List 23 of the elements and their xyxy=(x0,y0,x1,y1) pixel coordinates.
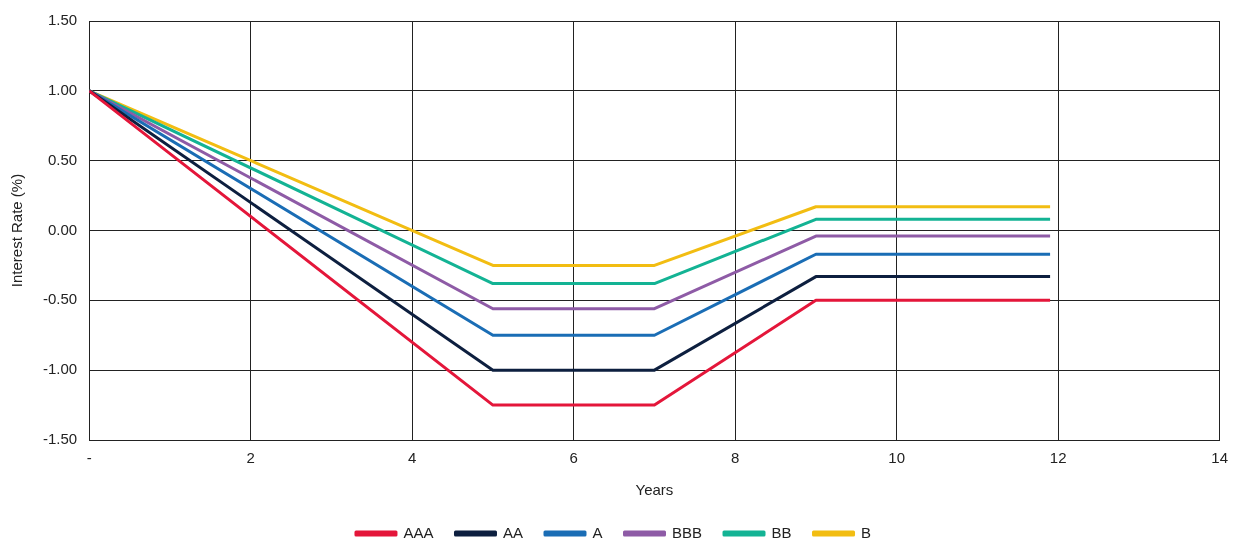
legend-label: BBB xyxy=(672,523,703,541)
y-tick-label: -1.50 xyxy=(42,430,78,448)
x-tick-label: 14 xyxy=(1211,449,1228,467)
legend-label: A xyxy=(592,523,603,541)
x-tick-label: 12 xyxy=(1049,449,1067,467)
x-tick-label: 2 xyxy=(246,449,255,467)
y-axis-title: Interest Rate (%) xyxy=(8,173,26,288)
legend-label: AA xyxy=(502,523,523,541)
legend-label: BB xyxy=(771,523,792,541)
y-tick-label: 0.00 xyxy=(47,220,78,238)
y-tick-label: 1.00 xyxy=(47,80,78,98)
x-tick-label: 10 xyxy=(888,449,906,467)
y-tick-label: 1.50 xyxy=(47,11,78,29)
x-tick-label: - xyxy=(86,449,92,467)
y-tick-label: -1.00 xyxy=(42,360,78,378)
y-tick-label: -0.50 xyxy=(42,290,78,308)
y-tick-label: 0.50 xyxy=(47,150,78,168)
x-tick-label: 8 xyxy=(731,449,740,467)
legend-label: B xyxy=(861,523,872,541)
x-tick-label: 6 xyxy=(569,449,578,467)
x-axis-title: Years xyxy=(635,481,674,499)
legend-label: AAA xyxy=(403,523,434,541)
x-tick-label: 4 xyxy=(408,449,417,467)
